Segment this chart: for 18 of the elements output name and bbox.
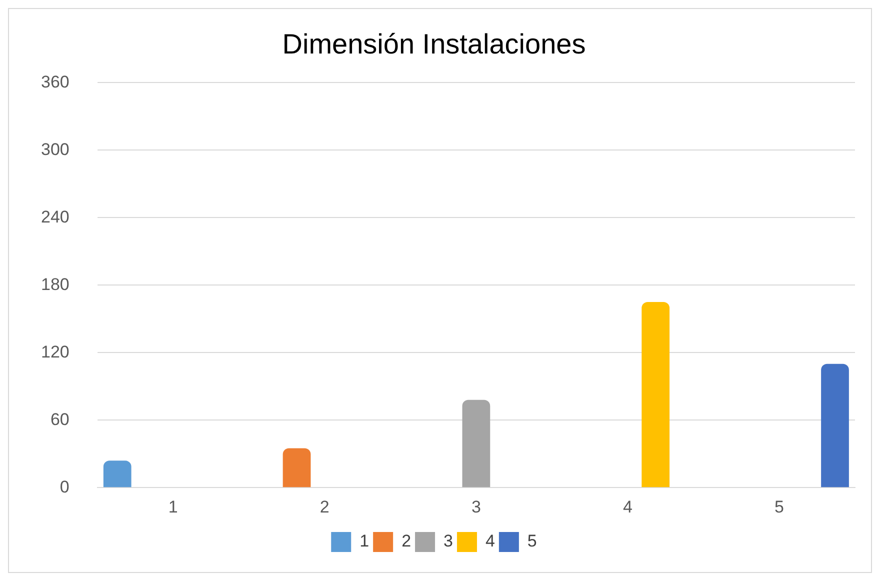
x-tick-label: 5 [774, 497, 784, 516]
y-tick-label: 60 [50, 410, 70, 429]
legend-label: 4 [485, 532, 495, 551]
legend-label: 1 [360, 532, 370, 551]
legend-label: 5 [527, 532, 537, 551]
y-tick-label: 120 [40, 342, 70, 362]
y-tick-label: 300 [40, 140, 70, 159]
x-tick-label: 1 [168, 497, 178, 516]
x-tick-label: 3 [471, 497, 481, 516]
y-tick-label: 240 [40, 207, 70, 226]
y-tick-label: 0 [60, 477, 70, 496]
chart-title: Dimensión Instalaciones [282, 28, 586, 60]
x-tick-label: 2 [320, 497, 330, 516]
y-tick-label: 360 [40, 72, 70, 92]
legend-label: 3 [444, 532, 453, 551]
x-tick-label: 4 [622, 497, 632, 516]
y-tick-label: 180 [40, 274, 70, 294]
legend-label: 2 [402, 532, 412, 551]
